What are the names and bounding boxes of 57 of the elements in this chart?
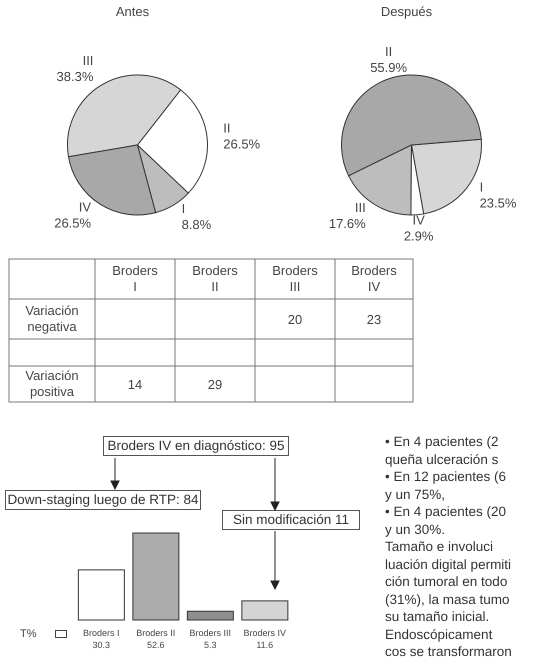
- text: • En 4 pacientes (20: [385, 503, 508, 520]
- data-label: 17.6%: [328, 216, 366, 231]
- y-tick-label: Variación positiva: [25, 368, 79, 399]
- text: Tamaño e involuci: [385, 538, 494, 556]
- data-label: 26.5%: [223, 136, 261, 152]
- text: queña ulceración s: [385, 450, 500, 468]
- text: Sin modificación 11: [222, 510, 360, 530]
- text: y un 75%,: [385, 486, 446, 503]
- slice-label: II: [385, 44, 392, 60]
- data-label: 11.6: [256, 640, 274, 650]
- text: cos se transformaron: [385, 643, 513, 660]
- y-tick-label: Variación negativa: [25, 303, 79, 334]
- slice-label: I: [182, 200, 186, 216]
- x-tick-label: Broders I: [112, 263, 158, 294]
- x-tick-label: Broders II: [136, 628, 176, 638]
- data-label: 2.9%: [404, 228, 434, 244]
- data-label: 20: [288, 312, 302, 327]
- bar: [132, 532, 180, 620]
- chart-title: Después: [380, 4, 434, 19]
- text: Broders IV en diagnóstico: 95: [103, 436, 289, 456]
- bar: [78, 569, 125, 620]
- data-label: 26.5%: [54, 215, 92, 230]
- text: Endoscópicament: [385, 626, 494, 643]
- bar: [186, 610, 234, 620]
- text: y un 30%.: [385, 520, 446, 538]
- x-tick-label: Broders I: [82, 628, 120, 638]
- data-label: 14: [128, 377, 142, 392]
- data-label: 23: [366, 312, 382, 327]
- text: • En 4 pacientes (2: [385, 433, 500, 450]
- data-label: 38.3%: [56, 69, 94, 84]
- x-tick-label: Broders II: [192, 263, 238, 294]
- chart-title: Antes: [114, 4, 150, 19]
- text: (31%), la masa tumo: [385, 590, 511, 608]
- x-tick-label: Broders IV: [351, 263, 398, 294]
- slice-label: III: [354, 200, 366, 215]
- text: T%: [20, 628, 36, 640]
- text: Down-staging luego de RTP: 84: [5, 490, 201, 510]
- slice-label: III: [82, 53, 94, 68]
- data-label: 52.6: [146, 640, 165, 650]
- text: su tamaño inicial.: [385, 608, 490, 626]
- data-label: 55.9%: [370, 60, 408, 76]
- data-label: 30.3: [92, 640, 110, 650]
- text: • En 12 pacientes (6: [385, 468, 508, 486]
- x-tick-label: Broders III: [272, 263, 318, 294]
- slice-label: IV: [78, 199, 92, 214]
- data-label: 29: [208, 377, 222, 392]
- slice-label: II: [223, 120, 230, 136]
- x-tick-label: Broders III: [189, 628, 232, 638]
- slice-label: I: [480, 180, 484, 195]
- slice-label: IV: [412, 212, 426, 228]
- text: luación digital permiti: [385, 556, 512, 573]
- data-label: 23.5%: [480, 196, 517, 211]
- data-label: 8.8%: [182, 216, 212, 232]
- text: ción tumoral en todo: [385, 573, 508, 590]
- data-label: 5.3: [204, 640, 217, 650]
- x-tick-label: Broders IV: [243, 628, 286, 638]
- bar: [241, 600, 288, 620]
